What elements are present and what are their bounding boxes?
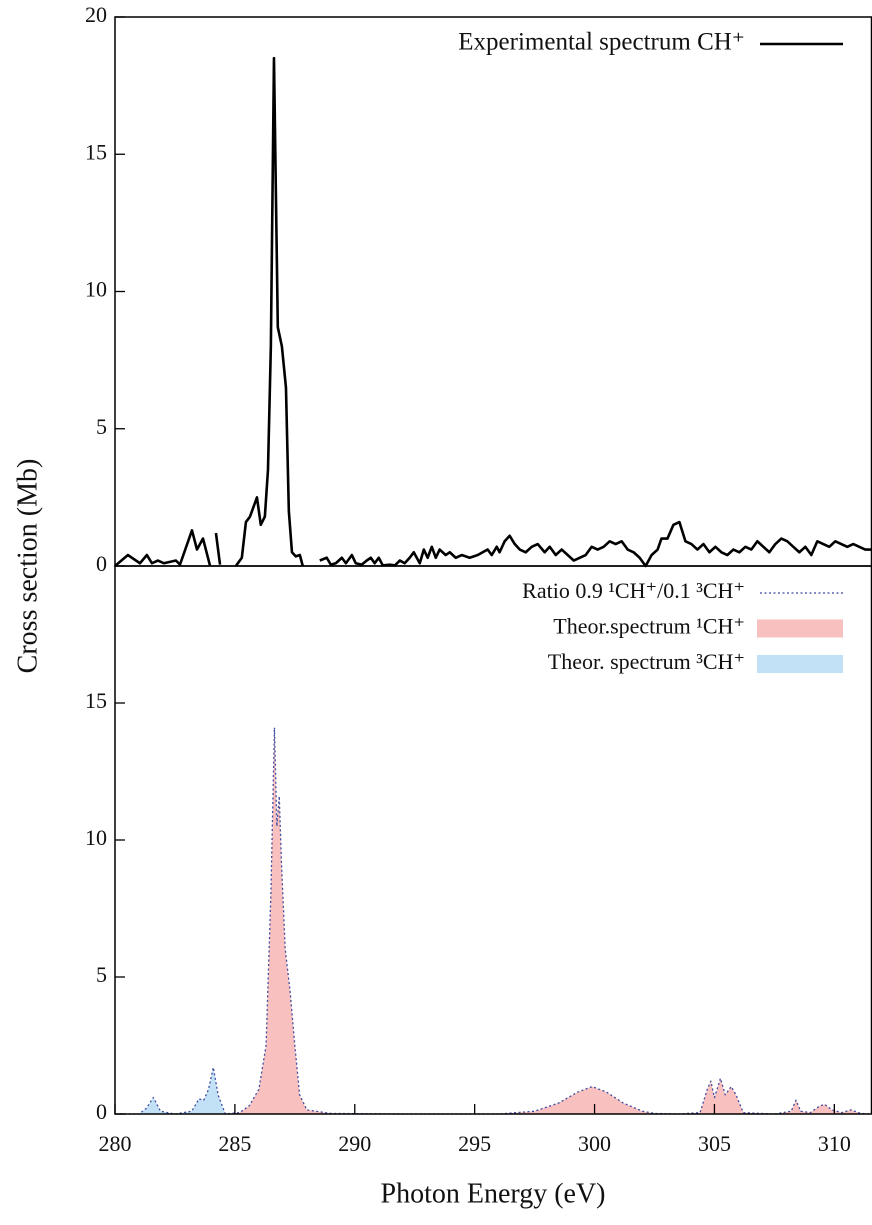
line: [114, 56, 872, 568]
x-tick-label: 290: [338, 1131, 371, 1156]
legend-swatch: [757, 655, 843, 673]
x-axis-label: Photon Energy (eV): [381, 1178, 606, 1209]
plot-frame: [114, 16, 872, 567]
y-axis-label: Cross section (Mb): [12, 459, 43, 674]
area: [115, 1067, 872, 1114]
x-tick-label: 300: [578, 1131, 611, 1156]
y-tick-label: 0: [96, 551, 107, 576]
x-tick-label: 295: [458, 1131, 491, 1156]
y-tick-label: 5: [96, 962, 107, 987]
x-tick-label: 310: [818, 1131, 851, 1156]
legend-label: Theor. spectrum ³CH⁺: [548, 649, 745, 674]
y-tick-label: 5: [96, 414, 107, 439]
legend-label: Experimental spectrum CH⁺: [458, 29, 745, 56]
legend-label: Theor.spectrum ¹CH⁺: [553, 614, 745, 639]
legend-label: Ratio 0.9 ¹CH⁺/0.1 ³CH⁺: [522, 578, 745, 603]
line: [115, 727, 872, 1115]
x-tick-label: 280: [99, 1131, 132, 1156]
y-tick-label: 10: [85, 277, 107, 302]
plot-frame: [114, 565, 872, 1115]
y-tick-label: 10: [85, 825, 107, 850]
x-tick-label: 285: [218, 1131, 251, 1156]
y-tick-label: 15: [85, 688, 107, 713]
y-tick-label: 0: [96, 1099, 107, 1124]
y-tick-label: 15: [85, 139, 107, 164]
legend-swatch: [757, 619, 843, 638]
x-tick-label: 305: [698, 1131, 731, 1156]
y-tick-label: 20: [85, 2, 107, 27]
area: [115, 727, 872, 1114]
